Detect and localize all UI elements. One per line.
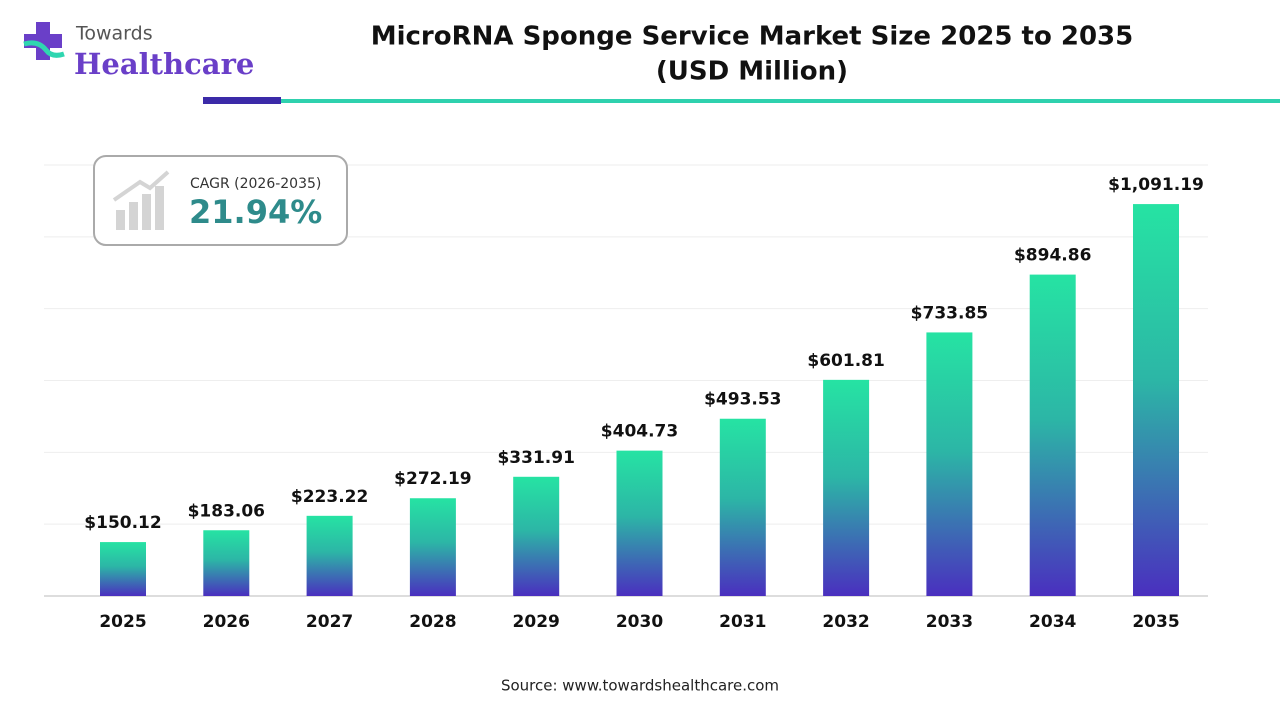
x-tick-label: 2033	[926, 612, 973, 632]
header-rule	[203, 97, 281, 104]
bar	[203, 530, 250, 596]
header-rule	[281, 99, 1280, 103]
logo: Towards Healthcare	[23, 22, 254, 81]
bar	[513, 476, 560, 596]
bar	[719, 418, 766, 596]
x-tick-label: 2032	[822, 612, 869, 632]
cagr-box: CAGR (2026-2035) 21.94%	[93, 155, 348, 246]
value-label: $272.19	[394, 469, 471, 489]
x-tick-label: 2029	[513, 612, 560, 632]
bar	[823, 379, 870, 596]
value-label: $733.85	[911, 303, 988, 323]
value-label: $150.12	[84, 513, 161, 533]
x-tick-label: 2031	[719, 612, 766, 632]
x-tick-label: 2034	[1029, 612, 1076, 632]
bar	[409, 498, 456, 596]
x-tick-label: 2027	[306, 612, 353, 632]
value-label: $601.81	[807, 351, 884, 371]
logo-icon	[24, 22, 62, 60]
bar	[1029, 274, 1076, 596]
x-tick-label: 2026	[203, 612, 250, 632]
value-label: $404.73	[601, 422, 678, 442]
bar	[1133, 204, 1179, 596]
logo-swoosh	[23, 40, 65, 58]
x-tick-label: 2030	[616, 612, 663, 632]
value-label: $183.06	[188, 501, 265, 521]
chart-title: MicroRNA Sponge Service Market Size 2025…	[371, 22, 1134, 52]
value-label: $1,091.19	[1108, 175, 1204, 195]
cagr-label: CAGR (2026-2035)	[190, 176, 321, 192]
plot-area: $150.12 2025 $183.06 2026 $223.22 2027 $272.19…	[44, 164, 1208, 632]
bar	[100, 542, 146, 596]
x-tick-label: 2028	[409, 612, 456, 632]
bar	[926, 332, 973, 596]
x-tick-label: 2025	[99, 612, 146, 632]
bar	[616, 450, 663, 596]
cagr-icon	[112, 170, 170, 230]
logo-text: Towards	[75, 23, 153, 45]
value-label: $331.91	[497, 448, 574, 468]
value-label: $493.53	[704, 390, 781, 410]
bar	[306, 515, 353, 596]
value-label: $894.86	[1014, 246, 1091, 266]
source: Source: www.towardshealthcare.com	[501, 677, 779, 695]
chart-title: (USD Million)	[656, 57, 848, 87]
x-tick-label: 2035	[1132, 612, 1179, 632]
logo-text: Healthcare	[74, 47, 254, 81]
value-label: $223.22	[291, 487, 368, 507]
cagr-value: 21.94%	[189, 193, 322, 231]
